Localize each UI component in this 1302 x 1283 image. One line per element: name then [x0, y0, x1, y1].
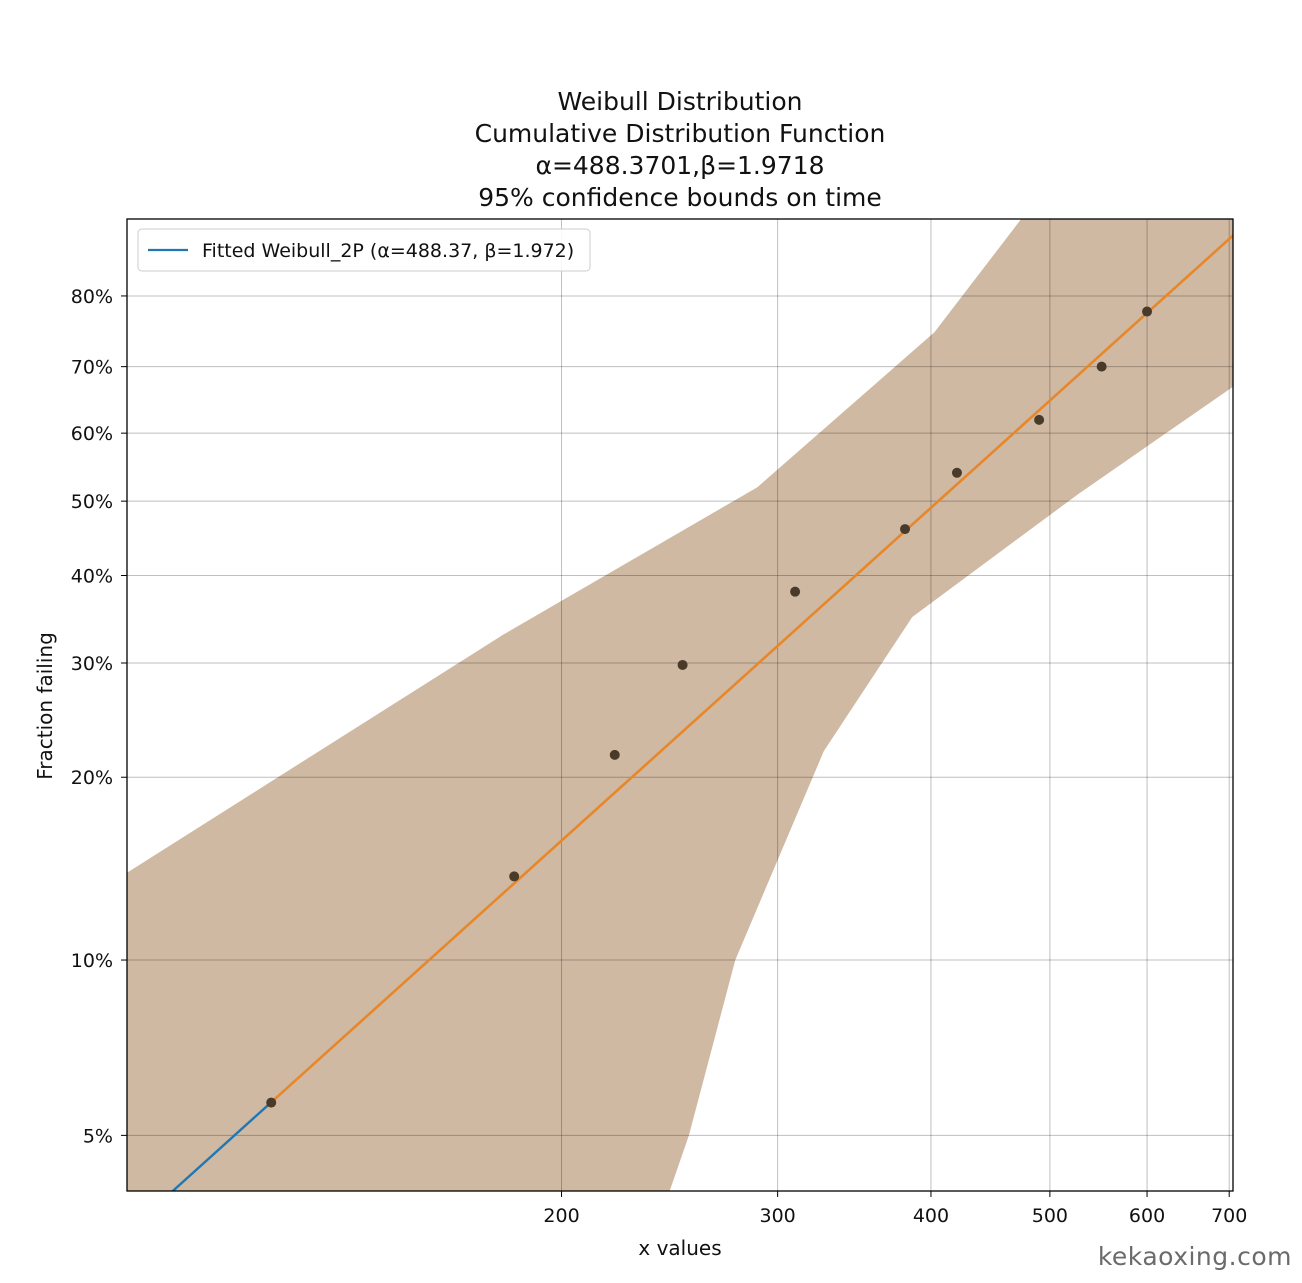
data-point — [790, 586, 801, 597]
confidence-band-layer — [127, 219, 1233, 1191]
data-point — [677, 659, 688, 670]
fit-line-layer — [171, 233, 1233, 1191]
legend: Fitted Weibull_2P (α=488.37, β=1.972) — [137, 228, 591, 272]
data-point — [609, 749, 620, 760]
x-tick-label: 400 — [913, 1205, 949, 1227]
title-line-3: α=488.3701,β=1.9718 — [535, 151, 824, 180]
data-points-layer — [266, 306, 1153, 1108]
legend-box — [137, 228, 591, 272]
fit-line-extrapolated — [171, 1101, 273, 1191]
x-tick-label: 200 — [543, 1205, 579, 1227]
y-axis-label: Fraction failing — [33, 632, 57, 780]
data-point — [900, 524, 911, 535]
y-axis-ticks: 5% 10% 20% 30% 40% 50% 60% 70% 80% — [71, 286, 127, 1147]
y-tick-label: 70% — [71, 357, 113, 379]
title-line-2: Cumulative Distribution Function — [475, 119, 886, 148]
y-tick-label: 30% — [71, 653, 113, 675]
title-line-4: 95% confidence bounds on time — [478, 183, 882, 212]
y-tick-label: 10% — [71, 950, 113, 972]
y-tick-label: 20% — [71, 767, 113, 789]
confidence-band — [127, 219, 1233, 1191]
grid-layer — [127, 219, 1233, 1191]
x-tick-label: 300 — [759, 1205, 795, 1227]
x-axis-ticks: 200 300 400 500 600 700 — [543, 1191, 1247, 1227]
fit-line — [270, 233, 1233, 1104]
legend-entry-label: Fitted Weibull_2P (α=488.37, β=1.972) — [202, 240, 574, 262]
data-point — [1142, 306, 1153, 317]
x-tick-label: 500 — [1032, 1205, 1068, 1227]
chart-title: Weibull Distribution Cumulative Distribu… — [475, 87, 886, 212]
x-axis-label: x values — [638, 1236, 721, 1260]
watermark-text: kekaoxing.com — [1097, 1242, 1292, 1271]
data-point — [1096, 361, 1107, 372]
x-tick-label: 700 — [1211, 1205, 1247, 1227]
data-point — [1034, 414, 1045, 425]
y-tick-label: 40% — [71, 565, 113, 587]
data-point — [951, 467, 962, 478]
y-tick-label: 5% — [83, 1125, 113, 1147]
data-point — [266, 1097, 277, 1108]
title-line-1: Weibull Distribution — [558, 87, 803, 116]
plot-frame — [126, 218, 1234, 1192]
data-point — [509, 871, 520, 882]
x-tick-label: 600 — [1129, 1205, 1165, 1227]
y-tick-label: 80% — [71, 286, 113, 308]
y-tick-label: 60% — [71, 423, 113, 445]
y-tick-label: 50% — [71, 491, 113, 513]
